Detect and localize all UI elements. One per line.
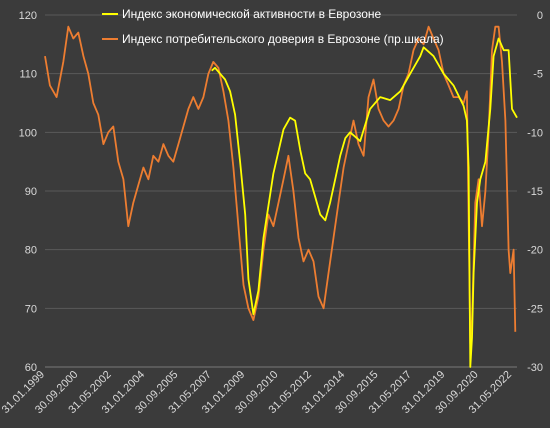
y-axis-left: 60 70 80 90 100 110 120 [19,10,37,374]
legend-label: Индекс экономической активности в Еврозо… [122,7,382,21]
y-left-tick-label: 70 [25,303,37,315]
y-axis-right: -30 -25 -20 -15 -10 -5 0 [527,10,543,374]
series-lines [44,25,518,368]
y-right-tick-label: -15 [527,186,543,198]
y-left-tick-label: 80 [25,245,37,257]
y-right-tick-label: -10 [527,127,543,139]
y-right-tick-label: 0 [537,10,543,22]
gridlines [45,14,517,368]
series-line-activity [211,37,518,368]
y-left-tick-label: 120 [19,10,37,22]
y-right-tick-label: -5 [533,69,543,81]
y-left-tick-label: 90 [25,186,37,198]
y-right-tick-label: -25 [527,303,543,315]
y-right-tick-label: -20 [527,245,543,257]
legend: Индекс экономической активности в Еврозо… [102,7,444,46]
legend-label: Индекс потребительского доверия в Еврозо… [122,32,444,46]
y-left-tick-label: 100 [19,127,37,139]
y-left-tick-label: 110 [19,69,37,81]
y-left-tick-label: 60 [25,362,37,374]
y-right-tick-label: -30 [527,362,543,374]
series-line-confidence [44,25,517,345]
